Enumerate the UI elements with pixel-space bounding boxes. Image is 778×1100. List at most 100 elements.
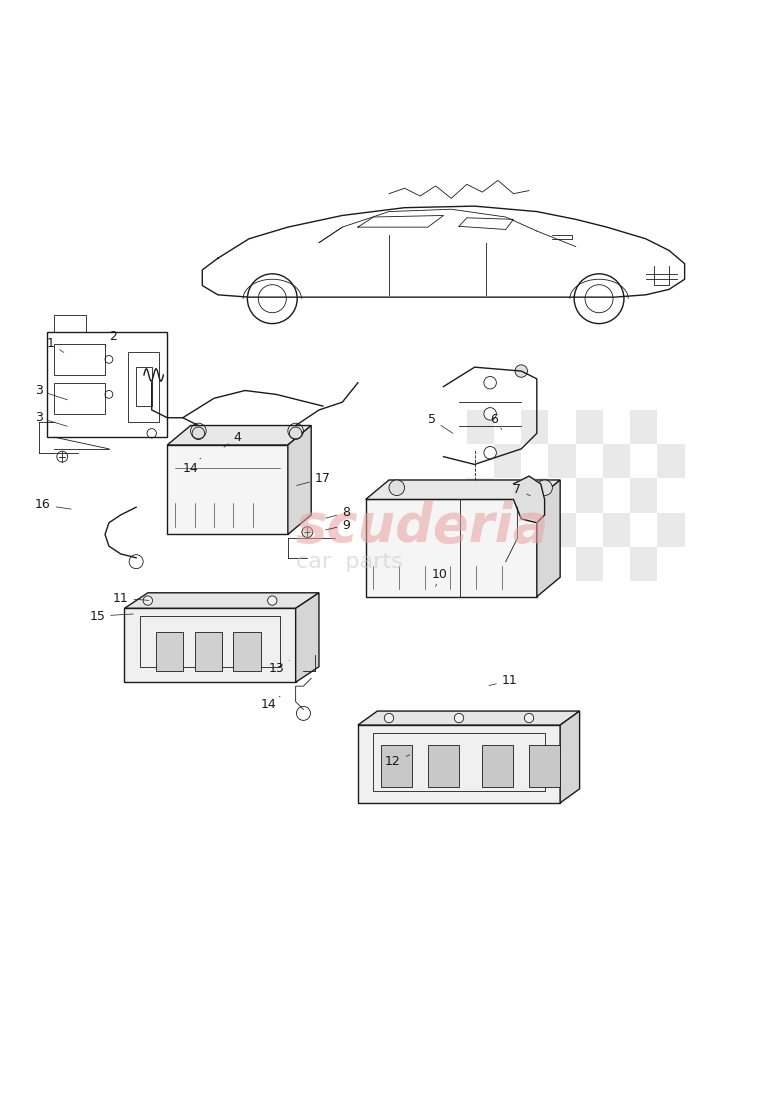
Bar [467, 547, 494, 581]
Bar [494, 410, 521, 444]
Circle shape [389, 480, 405, 495]
Bar [603, 547, 630, 581]
Polygon shape [513, 476, 545, 522]
Text: 2: 2 [105, 330, 117, 346]
Bar [467, 478, 494, 513]
Bar [521, 410, 548, 444]
Text: car  parts: car parts [296, 552, 402, 572]
Bar [467, 410, 494, 444]
Bar [521, 444, 548, 478]
Bar [576, 513, 603, 547]
Bar [521, 513, 548, 547]
Circle shape [454, 714, 464, 723]
Circle shape [384, 714, 394, 723]
Circle shape [484, 447, 496, 459]
Text: 14: 14 [183, 459, 201, 475]
Bar [529, 745, 560, 788]
Circle shape [515, 365, 527, 377]
Bar [576, 410, 603, 444]
Polygon shape [358, 711, 580, 725]
Bar [548, 444, 576, 478]
Bar [381, 745, 412, 788]
Text: 12: 12 [385, 755, 410, 768]
Bar [467, 444, 494, 478]
Bar [603, 513, 630, 547]
Bar [194, 631, 222, 671]
Text: 9: 9 [325, 518, 350, 531]
Bar [603, 444, 630, 478]
Polygon shape [288, 426, 311, 535]
Text: 11: 11 [489, 674, 517, 688]
Bar [47, 332, 167, 437]
Bar [657, 547, 685, 581]
Bar [521, 478, 548, 513]
Text: 4: 4 [224, 431, 241, 448]
Bar [548, 478, 576, 513]
Bar [124, 608, 296, 682]
Polygon shape [537, 480, 560, 596]
Bar [494, 444, 521, 478]
Circle shape [484, 376, 496, 389]
Bar [548, 410, 576, 444]
Circle shape [143, 596, 152, 605]
Polygon shape [366, 480, 560, 499]
Bar [467, 513, 494, 547]
Text: 6: 6 [490, 412, 502, 429]
Polygon shape [296, 593, 319, 682]
Bar [128, 352, 159, 421]
Text: 7: 7 [513, 483, 531, 496]
Text: 17: 17 [296, 472, 331, 485]
Bar [428, 745, 459, 788]
Circle shape [484, 408, 496, 420]
Bar [576, 478, 603, 513]
Text: 10: 10 [432, 569, 447, 586]
Bar [494, 513, 521, 547]
Text: scuderia: scuderia [296, 500, 549, 552]
Bar [233, 631, 261, 671]
Polygon shape [167, 426, 311, 446]
Bar [630, 410, 657, 444]
Circle shape [129, 554, 143, 569]
Bar [630, 547, 657, 581]
Text: 3: 3 [35, 384, 68, 399]
Bar [167, 446, 288, 535]
Bar [548, 513, 576, 547]
Polygon shape [124, 593, 319, 608]
Bar [54, 383, 105, 414]
Bar [603, 410, 630, 444]
Text: 11: 11 [113, 592, 149, 605]
Bar [576, 444, 603, 478]
Bar [140, 616, 280, 667]
Bar [603, 478, 630, 513]
Circle shape [524, 714, 534, 723]
Bar [482, 745, 513, 788]
Bar [548, 547, 576, 581]
Bar [521, 547, 548, 581]
Bar [657, 513, 685, 547]
Text: 8: 8 [325, 506, 350, 519]
Bar [136, 367, 152, 406]
Circle shape [192, 427, 205, 440]
Bar [630, 513, 657, 547]
Bar [366, 499, 537, 596]
Bar [54, 344, 105, 375]
Bar [494, 478, 521, 513]
Bar [657, 444, 685, 478]
Bar [156, 631, 183, 671]
Polygon shape [560, 711, 580, 803]
Text: 13: 13 [268, 660, 289, 674]
Text: 1: 1 [47, 338, 64, 352]
Circle shape [268, 596, 277, 605]
Bar [54, 315, 86, 332]
Circle shape [289, 427, 302, 440]
Text: 3: 3 [35, 411, 68, 427]
Circle shape [302, 527, 313, 538]
Bar [576, 547, 603, 581]
Bar [358, 725, 560, 803]
Text: 16: 16 [35, 498, 71, 512]
Bar [494, 547, 521, 581]
Text: 15: 15 [89, 609, 133, 623]
Bar [630, 444, 657, 478]
Text: 5: 5 [428, 412, 453, 433]
Circle shape [537, 480, 552, 495]
